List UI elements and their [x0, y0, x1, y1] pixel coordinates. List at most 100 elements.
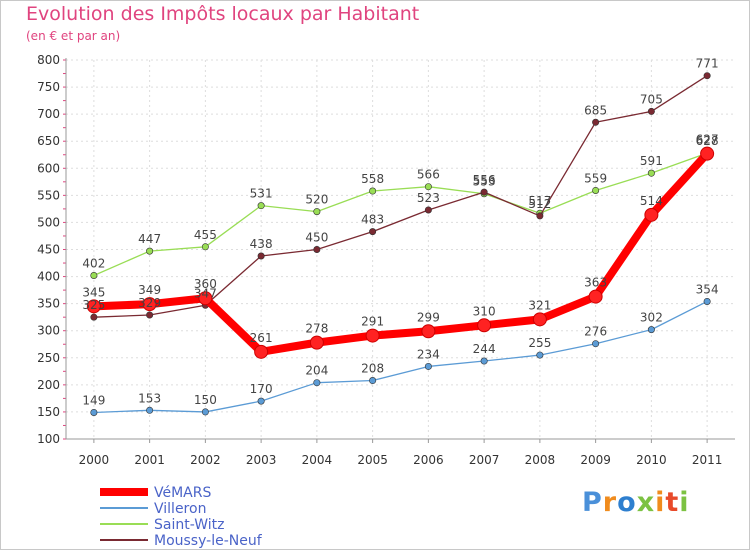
- data-label-villeron: 234: [417, 347, 440, 361]
- x-tick-label: 2011: [692, 453, 723, 467]
- x-tick-label: 2004: [302, 453, 333, 467]
- data-point-saint-witz: [647, 169, 655, 177]
- data-label-villeron: 354: [696, 282, 719, 296]
- data-label-v-mars: 321: [528, 298, 551, 312]
- y-tick-label: 150: [37, 405, 60, 419]
- logo-letter: o: [617, 487, 637, 518]
- x-tick-label: 2001: [134, 453, 165, 467]
- grid: [66, 59, 735, 440]
- y-tick-label: 750: [37, 80, 60, 94]
- data-label-v-mars: 514: [640, 194, 663, 208]
- chart-title: Evolution des Impôts locaux par Habitant: [26, 3, 420, 25]
- data-label-saint-witz: 402: [82, 256, 105, 270]
- data-point-v-mars: [532, 312, 547, 327]
- data-label-villeron: 153: [138, 391, 161, 405]
- data-point-villeron: [313, 379, 321, 387]
- data-point-saint-witz: [369, 187, 377, 195]
- y-tick-label: 500: [37, 215, 60, 229]
- y-tick-label: 450: [37, 243, 60, 257]
- y-tick-label: 600: [37, 161, 60, 175]
- data-point-v-mars: [254, 344, 269, 359]
- data-label-villeron: 276: [584, 325, 607, 339]
- data-point-saint-witz: [146, 247, 154, 255]
- x-tick-label: 2003: [246, 453, 277, 467]
- data-label-v-mars: 345: [82, 285, 105, 299]
- data-label-v-mars: 261: [250, 331, 273, 345]
- legend-label-moussy-le-neuf: Moussy-le-Neuf: [154, 533, 263, 549]
- legend-label-villeron: Villeron: [154, 501, 206, 517]
- data-point-v-mars: [309, 335, 324, 350]
- data-point-villeron: [257, 397, 265, 405]
- data-point-moussy-le-neuf: [536, 212, 544, 220]
- data-point-moussy-le-neuf: [90, 313, 98, 321]
- logo-letter: t: [665, 487, 680, 518]
- data-point-villeron: [703, 297, 711, 305]
- data-label-v-mars: 363: [584, 276, 607, 290]
- x-tick-label: 2008: [525, 453, 556, 467]
- data-label-moussy-le-neuf: 347: [194, 286, 217, 300]
- data-labels: 149 153 150 170 204 208 234 244 255 276 302 354 402 4…: [82, 57, 718, 408]
- data-point-saint-witz: [313, 208, 321, 216]
- data-point-villeron: [90, 408, 98, 416]
- y-tick-label: 300: [37, 324, 60, 338]
- data-point-moussy-le-neuf: [369, 228, 377, 236]
- data-label-saint-witz: 531: [250, 187, 273, 201]
- data-point-v-mars: [700, 146, 715, 161]
- data-label-moussy-le-neuf: 523: [417, 191, 440, 205]
- data-label-moussy-le-neuf: 685: [584, 103, 607, 117]
- y-tick-label: 400: [37, 270, 60, 284]
- data-point-villeron: [647, 326, 655, 334]
- chart-subtitle: (en € et par an): [26, 29, 121, 43]
- data-label-moussy-le-neuf: 705: [640, 92, 663, 106]
- x-tick-label: 2005: [357, 453, 388, 467]
- data-point-moussy-le-neuf: [257, 252, 265, 260]
- data-point-v-mars: [421, 324, 436, 339]
- data-label-saint-witz: 517: [528, 194, 551, 208]
- data-label-moussy-le-neuf: 556: [473, 173, 496, 187]
- data-point-v-mars: [198, 291, 213, 306]
- data-label-saint-witz: 591: [640, 154, 663, 168]
- data-point-moussy-le-neuf: [480, 188, 488, 196]
- data-label-villeron: 150: [194, 393, 217, 407]
- proxiti-logo: Proxiti: [582, 487, 690, 518]
- data-label-moussy-le-neuf: 325: [82, 298, 105, 312]
- x-tick-label: 2007: [469, 453, 500, 467]
- data-point-moussy-le-neuf: [703, 72, 711, 80]
- data-point-saint-witz: [90, 271, 98, 279]
- data-label-villeron: 149: [82, 393, 105, 407]
- y-tick-label: 800: [37, 53, 60, 67]
- data-point-villeron: [424, 362, 432, 370]
- series-line-moussy-le-neuf: [93, 75, 708, 318]
- y-tick-label: 650: [37, 134, 60, 148]
- y-tick-label: 200: [37, 378, 60, 392]
- data-point-moussy-le-neuf: [647, 107, 655, 115]
- data-label-saint-witz: 558: [361, 172, 384, 186]
- data-label-v-mars: 299: [417, 310, 440, 324]
- data-point-saint-witz: [257, 202, 265, 210]
- data-label-v-mars: 310: [473, 304, 496, 318]
- data-label-villeron: 244: [473, 342, 496, 356]
- data-label-v-mars: 278: [305, 322, 328, 336]
- data-point-villeron: [536, 351, 544, 359]
- data-point-moussy-le-neuf: [146, 311, 154, 319]
- data-label-villeron: 204: [305, 364, 328, 378]
- data-label-moussy-le-neuf: 450: [305, 231, 328, 245]
- data-label-saint-witz: 628: [696, 134, 719, 148]
- y-tick-label: 700: [37, 107, 60, 121]
- data-point-moussy-le-neuf: [313, 246, 321, 254]
- data-label-moussy-le-neuf: 512: [528, 197, 551, 211]
- data-point-saint-witz: [592, 186, 600, 194]
- data-point-v-mars: [477, 318, 492, 333]
- data-label-villeron: 170: [250, 382, 273, 396]
- series-line-villeron: [93, 300, 708, 414]
- x-tick-label: 2010: [636, 453, 667, 467]
- data-point-v-mars: [142, 297, 157, 312]
- data-point-villeron: [201, 408, 209, 416]
- y-tick-label: 550: [37, 188, 60, 202]
- data-label-v-mars: 360: [194, 277, 217, 291]
- y-tick-label: 100: [37, 432, 60, 446]
- data-label-villeron: 208: [361, 362, 384, 376]
- data-label-saint-witz: 559: [584, 171, 607, 185]
